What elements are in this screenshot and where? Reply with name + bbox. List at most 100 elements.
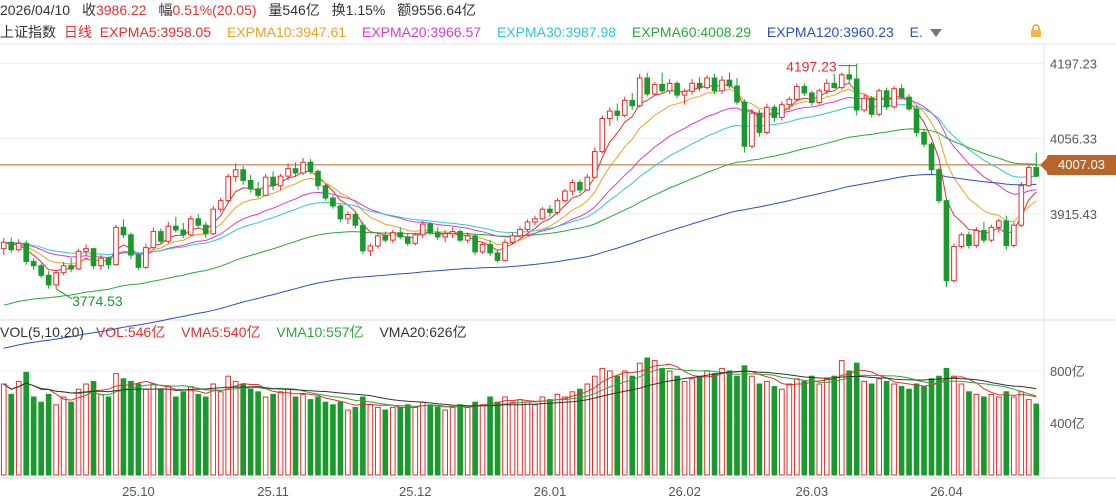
triangle-down-icon[interactable]: [929, 29, 942, 38]
volume-bar-down: [330, 404, 336, 476]
volume-bar-down: [659, 367, 665, 476]
volume-bar-up: [539, 396, 546, 476]
volume-bar-down: [1003, 391, 1010, 476]
index-name[interactable]: 上证指数: [0, 24, 56, 40]
volume-bar-up: [187, 386, 194, 476]
candle-up: [749, 112, 755, 147]
candle-down: [734, 85, 740, 103]
volume-bar-up: [502, 396, 508, 476]
candle-up: [876, 90, 882, 115]
volume-tick-label: 400亿: [1050, 416, 1085, 431]
candle-up: [75, 250, 82, 270]
change-value: 0.51%(20.05): [172, 2, 257, 18]
volume-bar-up: [666, 370, 673, 476]
volume-bar-up: [277, 391, 284, 476]
volume-bar-up: [779, 388, 785, 476]
volume-bar-down: [674, 375, 680, 476]
volume-bar-down: [696, 375, 703, 476]
turnover-value: 1.15%: [345, 2, 386, 18]
volume-bar-down: [173, 396, 179, 476]
volume-bar-up: [479, 404, 486, 476]
candle-up: [53, 272, 59, 286]
candle-up: [60, 265, 67, 274]
candle-down: [45, 274, 52, 286]
candle-up: [187, 218, 194, 236]
volume-bar-down: [240, 383, 246, 476]
volume-bar-up: [509, 401, 516, 476]
candle-up: [532, 218, 538, 223]
volume-bar-up: [60, 396, 67, 476]
volume-bar-down: [472, 401, 478, 476]
lock-icon[interactable]: [1030, 24, 1042, 38]
candle-down: [868, 97, 875, 115]
more-indicators-label[interactable]: E.: [909, 24, 923, 40]
volume-bar-up: [823, 378, 830, 476]
volume-bar-up: [225, 375, 232, 476]
volume-bar-down: [45, 393, 52, 476]
candle-down: [247, 179, 254, 190]
volume-bar-up: [15, 380, 22, 476]
volume-bar-down: [801, 380, 808, 476]
turnover-label: 换: [331, 2, 346, 18]
volume-bar-down: [105, 396, 112, 476]
price-tick-label: 3915.43: [1050, 207, 1097, 222]
candle-down: [629, 99, 636, 107]
volume-bar-up: [412, 406, 419, 476]
volume-bar-down: [307, 399, 314, 476]
volume-bar-up: [217, 391, 224, 476]
volume-bar-down: [756, 383, 763, 476]
ema20-legend: EXPMA20:3966.57: [361, 24, 482, 40]
candle-down: [711, 77, 718, 92]
volume-bar-up: [958, 383, 965, 476]
candle-up: [996, 220, 1002, 228]
candle-up: [838, 74, 845, 89]
candle-up: [419, 223, 426, 236]
volume-bar-up: [569, 391, 576, 476]
volume-bar-down: [404, 404, 411, 476]
candle-down: [831, 82, 838, 89]
volume-bar-up: [794, 378, 800, 476]
volume-bar-up: [749, 375, 755, 476]
candle-down: [255, 188, 261, 196]
candle-up: [277, 175, 284, 187]
candle-up: [217, 200, 224, 210]
price-tick-label: 4056.33: [1050, 132, 1097, 147]
low-marker-line: [55, 288, 73, 300]
volume-bar-up: [262, 396, 269, 476]
candle-up: [524, 221, 531, 230]
candle-up: [988, 226, 995, 241]
volume-bar-down: [180, 391, 187, 476]
volume-bar-up: [517, 399, 523, 476]
close-value: 3986.22: [95, 2, 147, 18]
candle-down: [906, 96, 912, 110]
volume-bar-down: [8, 393, 15, 476]
candle-down: [457, 231, 463, 241]
turnover-field: 换1.15%: [332, 0, 386, 20]
volume-bar-down: [128, 380, 134, 476]
candle-down: [105, 257, 112, 266]
volume-bar-up: [621, 370, 628, 476]
candle-down: [756, 112, 763, 133]
candle-down: [801, 86, 808, 94]
candle-up: [345, 214, 351, 220]
candle-up: [285, 168, 291, 177]
candle-up: [150, 231, 157, 249]
candle-down: [128, 234, 134, 256]
volume-bar-up: [554, 393, 561, 476]
candle-down: [696, 82, 703, 89]
period-label[interactable]: 日线: [63, 24, 92, 40]
volume-bar-down: [883, 380, 890, 476]
candle-up: [1025, 167, 1032, 187]
x-axis-label: 26.03: [796, 484, 829, 499]
volume-bar-down: [741, 365, 748, 476]
candle-down: [928, 143, 935, 171]
volume-bar-up: [876, 378, 882, 476]
candle-up: [764, 106, 770, 133]
candle-up: [621, 99, 628, 116]
candle-down: [921, 131, 927, 145]
candle-up: [517, 228, 523, 237]
candle-down: [352, 214, 359, 226]
candle-up: [973, 230, 980, 246]
candle-up: [786, 98, 793, 106]
